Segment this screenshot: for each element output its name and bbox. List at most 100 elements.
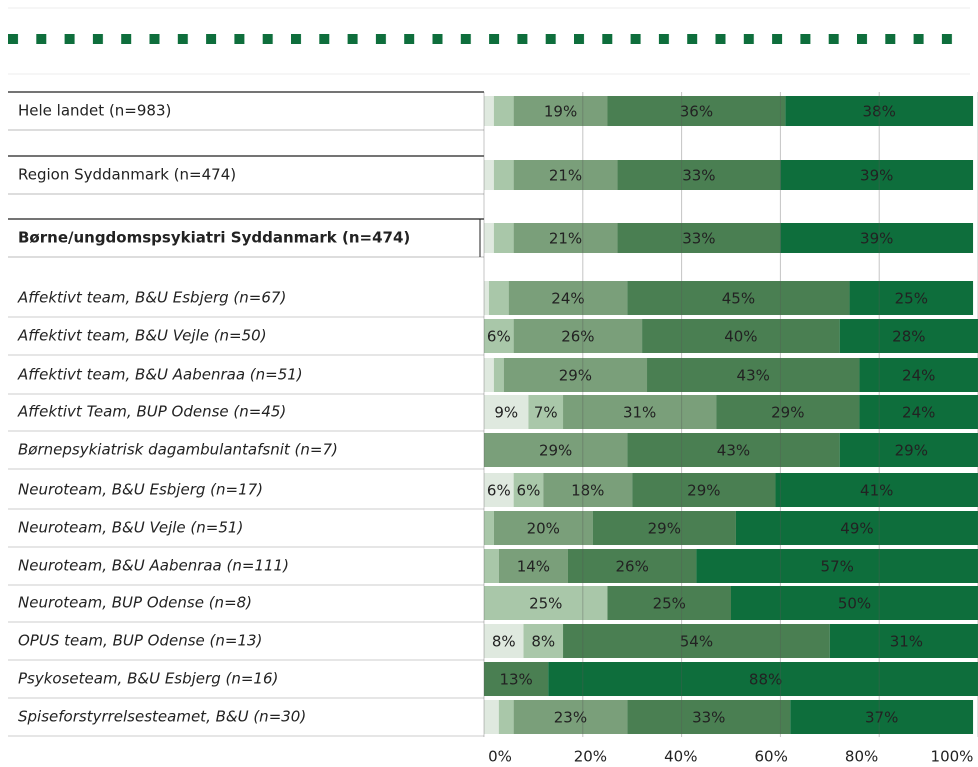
- bar-segment: [642, 319, 840, 353]
- bar-segment: [513, 223, 618, 253]
- bar-segment: [627, 700, 791, 734]
- data-label: 29%: [771, 404, 804, 422]
- row-label: Affektivt Team, BUP Odense (n=45): [17, 403, 286, 421]
- bar-segment: [607, 586, 731, 620]
- data-label: 45%: [722, 290, 755, 308]
- data-label: 20%: [527, 520, 560, 538]
- bar-segment: [617, 223, 781, 253]
- data-label: 33%: [692, 709, 725, 727]
- bar-segment: [484, 160, 494, 190]
- row-label: Psykoseteam, B&U Esbjerg (n=16): [18, 670, 278, 688]
- row-label: Neuroteam, B&U Esbjerg (n=17): [18, 481, 263, 499]
- data-label: 43%: [737, 367, 770, 385]
- data-label: 6%: [487, 482, 511, 500]
- data-label: 57%: [821, 558, 854, 576]
- bar-segment: [498, 549, 568, 583]
- x-tick-label: 60%: [755, 748, 788, 766]
- bar-segment: [617, 160, 781, 190]
- bar-segment: [484, 511, 494, 545]
- bar-segment: [484, 624, 524, 658]
- row-label: Affektivt team, B&U Aabenraa (n=51): [17, 366, 303, 384]
- x-tick-label: 80%: [845, 748, 878, 766]
- bar-segment: [513, 160, 618, 190]
- x-tick-label: 20%: [574, 748, 607, 766]
- bar-segment: [484, 662, 549, 696]
- data-label: 18%: [571, 482, 604, 500]
- bar-segment: [493, 358, 504, 392]
- row-label: OPUS team, BUP Odense (n=13): [18, 632, 262, 650]
- bar-segment: [839, 319, 978, 353]
- bar-segment: [592, 511, 736, 545]
- bar-segment: [484, 281, 489, 315]
- data-label: 37%: [865, 709, 898, 727]
- row-label: Region Syddanmark (n=474): [18, 166, 236, 184]
- data-label: 14%: [517, 558, 550, 576]
- bar-segment: [563, 395, 717, 429]
- row-label: Neuroteam, BUP Odense (n=8): [18, 594, 252, 612]
- bar-segment: [493, 511, 593, 545]
- bar-segment: [563, 624, 830, 658]
- bar-segment: [528, 395, 564, 429]
- bar-segment: [484, 549, 499, 583]
- bar-segment: [716, 395, 860, 429]
- data-label: 29%: [539, 442, 572, 460]
- bar-segment: [627, 281, 850, 315]
- row-label: Børnepsykiatrisk dagambulantafsnit (n=7): [18, 441, 338, 459]
- bar-segment: [503, 358, 648, 392]
- bar-segment: [731, 586, 978, 620]
- data-label: 50%: [838, 595, 871, 613]
- bar-segment: [513, 700, 628, 734]
- bar-segment: [829, 624, 978, 658]
- row-label: Affektivt team, B&U Esbjerg (n=67): [17, 289, 286, 307]
- data-label: 43%: [717, 442, 750, 460]
- bar-segment: [484, 473, 514, 507]
- bar-segment: [780, 223, 974, 253]
- data-label: 29%: [648, 520, 681, 538]
- data-label: 25%: [653, 595, 686, 613]
- data-label: 24%: [902, 404, 935, 422]
- data-label: 8%: [492, 633, 516, 651]
- data-label: 29%: [559, 367, 592, 385]
- data-label: 33%: [682, 230, 715, 248]
- data-label: 9%: [494, 404, 518, 422]
- bar-segment: [543, 473, 633, 507]
- x-tick-label: 100%: [931, 748, 974, 766]
- bar-segment: [488, 281, 509, 315]
- data-label: 23%: [554, 709, 587, 727]
- header-decoration: [8, 34, 970, 46]
- bar-segment: [513, 473, 544, 507]
- bar-segment: [484, 433, 628, 467]
- data-label: 8%: [531, 633, 555, 651]
- data-label: 26%: [616, 558, 649, 576]
- bar-segment: [513, 96, 608, 126]
- data-label: 31%: [623, 404, 656, 422]
- data-label: 36%: [680, 103, 713, 121]
- data-label: 21%: [549, 167, 582, 185]
- bar-segment: [484, 96, 494, 126]
- row-label: Spiseforstyrrelsesteamet, B&U (n=30): [18, 708, 306, 726]
- bar-segment: [607, 96, 786, 126]
- bar-segment: [484, 319, 514, 353]
- data-label: 24%: [902, 367, 935, 385]
- bar-segment: [484, 586, 608, 620]
- data-label: 24%: [551, 290, 584, 308]
- bar-segment: [790, 700, 974, 734]
- data-label: 40%: [724, 328, 757, 346]
- bar-segment: [775, 473, 978, 507]
- data-label: 39%: [860, 230, 893, 248]
- bar-segment: [567, 549, 697, 583]
- bar-segment: [859, 358, 978, 392]
- bar-segment: [627, 433, 840, 467]
- bar-segment: [508, 281, 628, 315]
- bar-segment: [493, 160, 514, 190]
- bar-segment: [647, 358, 860, 392]
- data-label: 26%: [561, 328, 594, 346]
- data-label: 54%: [680, 633, 713, 651]
- data-label: 6%: [517, 482, 541, 500]
- data-label: 7%: [534, 404, 558, 422]
- data-label: 6%: [487, 328, 511, 346]
- data-label: 33%: [682, 167, 715, 185]
- x-tick-label: 40%: [664, 748, 697, 766]
- data-label: 25%: [529, 595, 562, 613]
